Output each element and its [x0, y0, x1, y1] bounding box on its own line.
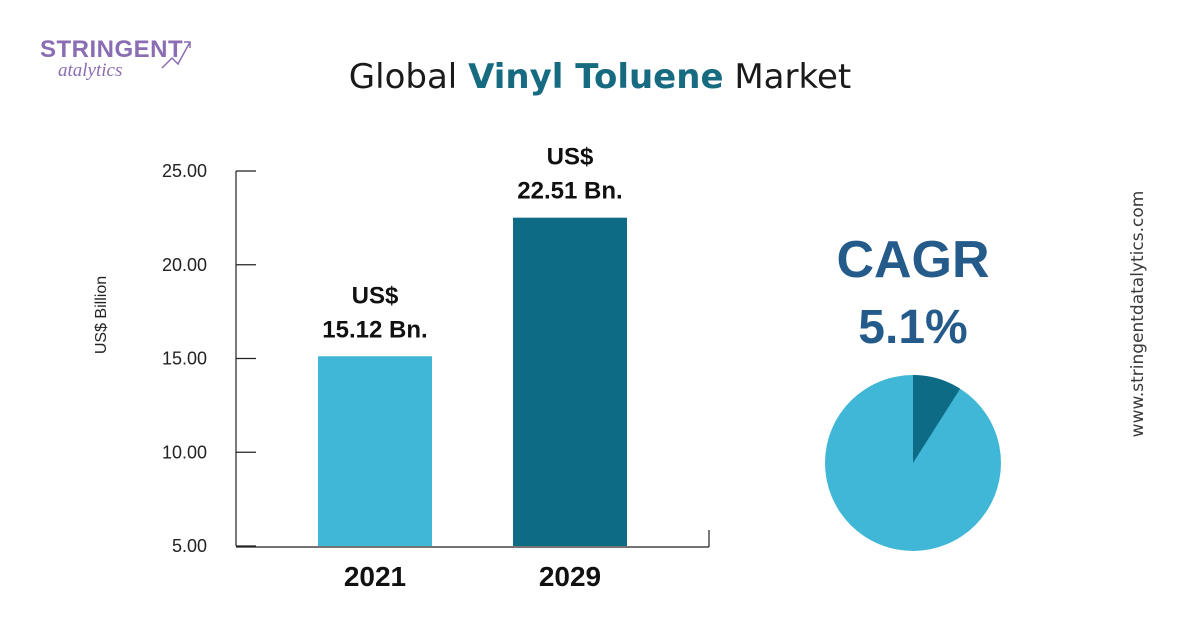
cagr-value: 5.1% — [858, 301, 968, 354]
data-label-value: 22.51 Bn. — [517, 178, 622, 205]
bars: US$ 15.12 Bn. 2021 US$ 22.51 Bn. 2029 — [318, 144, 627, 592]
y-tick-label: 15.00 — [162, 349, 207, 369]
data-label-value: 15.12 Bn. — [322, 316, 427, 343]
logo-text-sub: atalytics — [58, 60, 123, 81]
y-tick-label: 20.00 — [162, 255, 207, 275]
y-tick-label: 25.00 — [162, 161, 207, 181]
title-prefix: Global — [348, 57, 469, 97]
y-ticks: 25.00 20.00 15.00 10.00 5.00 — [162, 161, 256, 556]
y-tick-label: 5.00 — [172, 536, 207, 556]
bar-2021 — [318, 356, 432, 546]
page-title: Global Vinyl Toluene Market — [0, 57, 1200, 97]
data-label-currency: US$ — [352, 282, 399, 309]
title-highlight: Vinyl Toluene — [468, 57, 724, 97]
pie-cagr-slice — [913, 375, 961, 463]
y-tick-label: 10.00 — [162, 442, 207, 462]
bar-2029 — [513, 217, 627, 546]
cagr-label: CAGR — [836, 231, 990, 289]
title-suffix: Market — [723, 57, 852, 97]
x-tick-label: 2029 — [539, 561, 601, 592]
x-tick-label: 2021 — [344, 561, 406, 592]
data-label-currency: US$ — [547, 144, 594, 171]
logo-text-main: STRINGENT — [40, 36, 184, 63]
cagr-pie — [825, 375, 1001, 551]
chart-axes — [235, 171, 710, 548]
